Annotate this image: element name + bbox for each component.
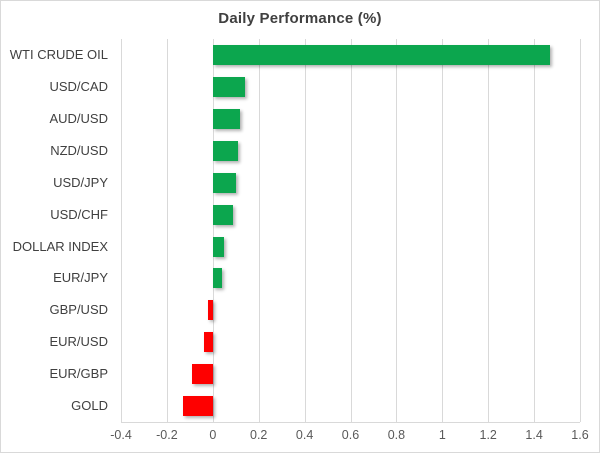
category-label-wti-crude-oil: WTI CRUDE OIL	[9, 47, 108, 62]
gridline	[304, 39, 306, 422]
x-axis-ticks: -0.4 -0.2 0 0.2 0.4 0.6 0.8 1 1.2 1.4 1.6	[110, 428, 588, 446]
bar-gold	[183, 396, 213, 416]
category-label-eur-jpy: EUR/JPY	[53, 270, 108, 286]
category-label-dollar-index: DOLLAR INDEX	[12, 238, 108, 254]
x-tick-label: -0.2	[156, 428, 178, 442]
x-tick-label: 0.2	[249, 428, 268, 442]
plot-area	[121, 39, 581, 422]
bar-usd-chf	[212, 204, 234, 225]
bar-eur-usd	[203, 332, 213, 353]
gridline	[258, 39, 260, 422]
bar-aud-usd	[212, 108, 241, 129]
gridline	[534, 39, 536, 422]
gridline	[442, 39, 444, 422]
x-tick-label: 1	[438, 428, 446, 442]
category-label-eur-usd: EUR/USD	[49, 334, 108, 350]
gridline	[166, 39, 168, 422]
zero-gridline	[212, 39, 214, 422]
bar-eur-gbp	[192, 364, 213, 385]
category-axis: WTI CRUDE OIL USD/CAD AUD/USD NZD/USD USD/JP…	[1, 39, 108, 422]
chart-title: Daily Performance (%)	[218, 10, 382, 27]
bar-wti-crude-oil	[212, 45, 551, 65]
x-tick-label: 0	[209, 428, 217, 442]
gridline	[488, 39, 490, 422]
x-tick-label: 0.8	[387, 428, 406, 442]
category-label-usd-chf: USD/CHF	[50, 206, 108, 222]
bar-nzd-usd	[212, 140, 238, 161]
bar-eur-jpy	[212, 268, 222, 289]
gridline	[396, 39, 398, 422]
category-label-nzd-usd: NZD/USD	[50, 142, 108, 158]
gridline	[121, 39, 122, 422]
gridline	[580, 39, 581, 422]
category-label-usd-cad: USD/CAD	[49, 78, 108, 94]
category-label-gold: GOLD	[71, 398, 108, 414]
category-label-aud-usd: AUD/USD	[49, 110, 108, 126]
gridline	[350, 39, 352, 422]
x-tick-label: 0.6	[341, 428, 360, 442]
category-label-gbp-usd: GBP/USD	[49, 302, 108, 318]
bar-gbp-usd	[208, 300, 213, 321]
x-tick-label: 0.4	[295, 428, 314, 442]
category-label-eur-gbp: EUR/GBP	[49, 366, 108, 382]
x-axis-line	[121, 422, 580, 423]
bar-usd-cad	[212, 76, 245, 97]
bar-dollar-index	[212, 236, 225, 257]
x-tick-label: 1.4	[525, 428, 543, 442]
x-tick-label: 1.2	[479, 428, 497, 442]
bar-usd-jpy	[212, 172, 236, 193]
x-tick-label: 1.6	[571, 428, 589, 442]
x-tick-label: -0.4	[110, 428, 132, 442]
category-label-usd-jpy: USD/JPY	[53, 174, 108, 190]
